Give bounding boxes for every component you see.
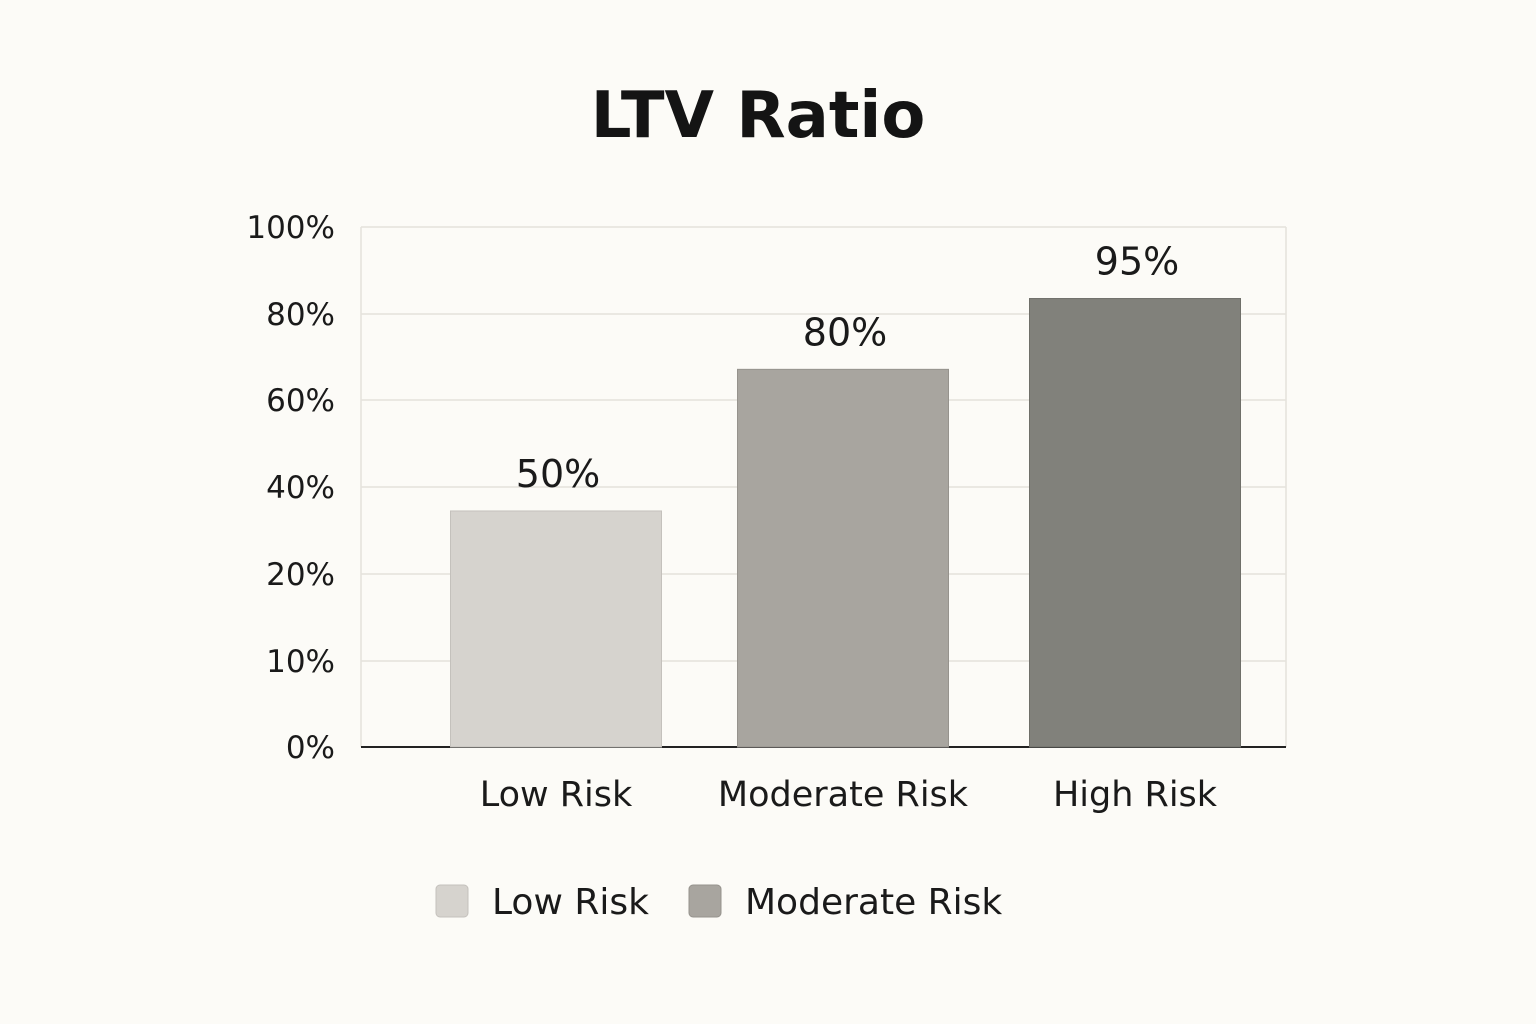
chart-title: LTV Ratio [591,79,926,153]
bar-low-risk [450,510,662,748]
legend-label: Moderate Risk [745,882,1002,923]
y-tick-label: 20% [266,557,335,593]
data-label: 50% [516,452,600,496]
legend-swatch [688,884,722,918]
data-label: 80% [803,310,887,354]
legend-label: Low Risk [492,882,649,923]
bar-moderate-risk [737,368,949,748]
y-tick-label: 60% [266,383,335,419]
x-category-label: Low Risk [480,775,633,815]
bar-high-risk [1029,298,1241,748]
data-label: 95% [1095,240,1179,284]
x-category-label: Moderate Risk [718,775,969,815]
y-tick-label: 0% [286,730,335,766]
x-axis-categories: Low Risk Moderate Risk High Risk [480,775,1218,815]
data-labels: 50% 80% 95% [516,240,1179,496]
legend: Low Risk Moderate Risk [435,882,1002,923]
bars [450,298,1241,748]
legend-swatch [435,884,469,918]
y-tick-label: 100% [246,210,335,246]
y-axis-ticks: 0% 10% 20% 40% 60% 80% 100% [246,210,335,766]
y-tick-label: 10% [266,644,335,680]
x-category-label: High Risk [1053,775,1218,815]
y-tick-label: 40% [266,470,335,506]
y-tick-label: 80% [266,297,335,333]
